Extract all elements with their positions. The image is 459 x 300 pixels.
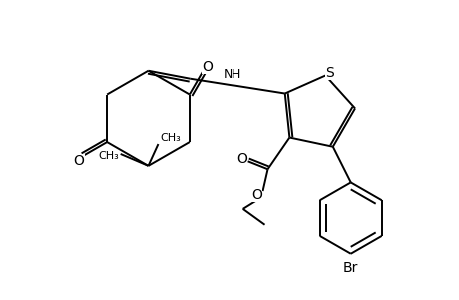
Text: O: O [202,59,213,74]
Text: O: O [73,154,84,168]
Text: CH₃: CH₃ [160,133,180,143]
Text: H: H [230,68,240,81]
Text: CH₃: CH₃ [98,151,119,161]
Text: Br: Br [342,261,358,274]
Text: N: N [224,68,233,81]
Text: O: O [236,152,246,166]
Text: O: O [251,188,262,202]
Text: S: S [324,66,333,80]
